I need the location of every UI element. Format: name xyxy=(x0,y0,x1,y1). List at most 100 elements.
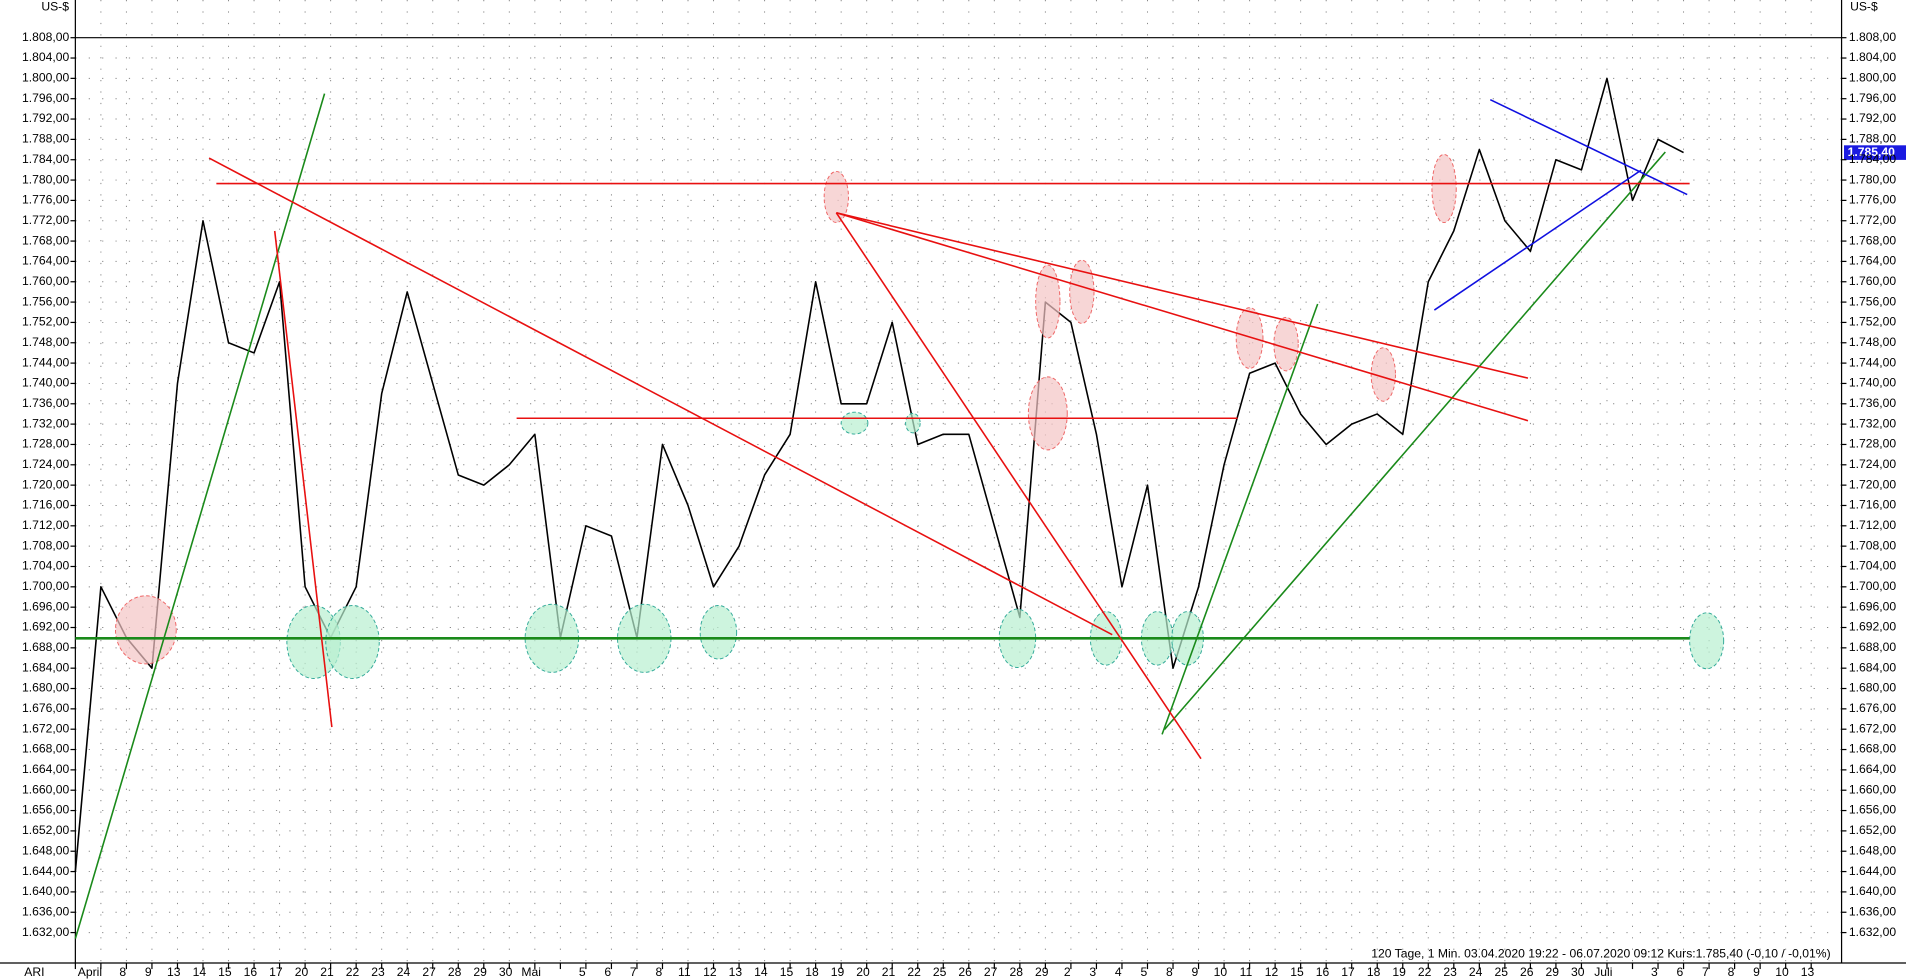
instrument: ARI xyxy=(24,965,44,979)
x-tick-label: 30 xyxy=(1571,965,1585,979)
y-tick-label-right: 1.800,00 xyxy=(1849,71,1897,85)
y-tick-label: 1.672,00 xyxy=(22,721,70,735)
x-tick-label: 16 xyxy=(1316,965,1330,979)
x-tick-label: 5 xyxy=(1140,965,1147,979)
x-tick-label: 13 xyxy=(729,965,743,979)
y-tick-label-right: 1.652,00 xyxy=(1849,823,1897,837)
zone xyxy=(1431,153,1457,223)
y-tick-label: 1.792,00 xyxy=(22,111,70,125)
x-tick-label: 11 xyxy=(678,965,691,979)
y-tick-label-right: 1.676,00 xyxy=(1849,701,1897,715)
x-tick-label: 3 xyxy=(1089,965,1096,979)
y-tick-label: 1.680,00 xyxy=(22,681,70,695)
x-tick-label: 8 xyxy=(655,965,662,979)
y-tick-label-right: 1.688,00 xyxy=(1849,640,1897,654)
y-tick-label-right: 1.756,00 xyxy=(1849,294,1897,308)
y-tick-label-right: 1.732,00 xyxy=(1849,416,1897,430)
y-tick-label: 1.744,00 xyxy=(22,355,70,369)
zone xyxy=(905,412,921,434)
x-tick-label: 12 xyxy=(1265,965,1279,979)
x-tick-label: 18 xyxy=(805,965,819,979)
y-tick-label: 1.800,00 xyxy=(22,71,70,85)
y-tick-label: 1.708,00 xyxy=(22,538,70,552)
y-tick-label: 1.704,00 xyxy=(22,559,70,573)
y-tick-label-right: 1.760,00 xyxy=(1849,274,1897,288)
zone xyxy=(1027,376,1068,451)
x-tick-label: 19 xyxy=(831,965,845,979)
y-tick-label: 1.804,00 xyxy=(22,50,70,64)
trendline xyxy=(1489,98,1688,196)
x-tick-label: 15 xyxy=(218,965,232,979)
blue-triangle xyxy=(1433,98,1688,311)
x-tick-label: 21 xyxy=(320,965,334,979)
support-zones xyxy=(286,411,1725,679)
y-tick-label-right: 1.712,00 xyxy=(1849,518,1897,532)
y-tick-label-right: 1.648,00 xyxy=(1849,843,1897,857)
zone xyxy=(1035,264,1061,339)
y-tick-label-right: 1.784,00 xyxy=(1849,152,1897,166)
y-tick-label: 1.780,00 xyxy=(22,172,70,186)
zone xyxy=(325,605,380,679)
x-tick-label: Mai xyxy=(521,965,541,979)
y-tick-label: 1.712,00 xyxy=(22,518,70,532)
y-tick-label: 1.796,00 xyxy=(22,91,70,105)
x-tick-label: 10 xyxy=(1214,965,1228,979)
y-tick-label: 1.688,00 xyxy=(22,640,70,654)
x-tick-label: 22 xyxy=(346,965,360,979)
y-tick-label-right: 1.636,00 xyxy=(1849,904,1897,918)
y-tick-label-right: 1.780,00 xyxy=(1849,172,1897,186)
zone xyxy=(1235,307,1264,369)
x-tick-label: 30 xyxy=(499,965,513,979)
x-tick-label: 13 xyxy=(167,965,181,979)
x-tick-label: 26 xyxy=(958,965,972,979)
x-tick-label: 21 xyxy=(882,965,896,979)
y-tick-label-right: 1.708,00 xyxy=(1849,538,1897,552)
x-tick-label: 9 xyxy=(1192,965,1199,979)
y-tick-label: 1.696,00 xyxy=(22,599,70,613)
x-tick-label: 27 xyxy=(984,965,998,979)
zone xyxy=(1069,259,1095,324)
x-tick-label: 18 xyxy=(1367,965,1381,979)
grid xyxy=(75,0,1842,963)
green-trendlines xyxy=(74,93,1690,939)
y-tick-label-right: 1.664,00 xyxy=(1849,762,1897,776)
zone xyxy=(1273,316,1299,372)
trendline xyxy=(836,212,1529,422)
y-tick-label: 1.728,00 xyxy=(22,437,70,451)
y-tick-label: 1.656,00 xyxy=(22,803,70,817)
y-tick-label: 1.772,00 xyxy=(22,213,70,227)
y-tick-label-right: 1.720,00 xyxy=(1849,477,1897,491)
x-tick-label: 15 xyxy=(1290,965,1304,979)
y-tick-label-right: 1.660,00 xyxy=(1849,782,1897,796)
x-tick-label: 9 xyxy=(145,965,152,979)
x-tick-label: 24 xyxy=(397,965,411,979)
footer: 120 Tage, 1 Min. 03.04.2020 19:22 - 06.0… xyxy=(1371,947,1830,961)
x-tick-label: Juli xyxy=(1594,965,1612,979)
y-tick-label-right: 1.748,00 xyxy=(1849,335,1897,349)
trendline xyxy=(1161,303,1319,735)
y-tick-label-right: 1.668,00 xyxy=(1849,742,1897,756)
x-tick-label: 11 xyxy=(1240,965,1253,979)
x-tick-label: 12 xyxy=(703,965,717,979)
x-tick-label: 28 xyxy=(1009,965,1023,979)
y-tick-label-right: 1.772,00 xyxy=(1849,213,1897,227)
x-tick-label: 26 xyxy=(1520,965,1534,979)
y-tick-label: 1.660,00 xyxy=(22,782,70,796)
y-tick-label: 1.644,00 xyxy=(22,864,70,878)
x-tick-label: 27 xyxy=(422,965,436,979)
y-tick-label-right: 1.736,00 xyxy=(1849,396,1897,410)
y-tick-label: 1.808,00 xyxy=(22,30,70,44)
price-box xyxy=(1844,145,1906,160)
y-tick-label-right: 1.640,00 xyxy=(1849,884,1897,898)
x-tick-label: 22 xyxy=(907,965,921,979)
trendline xyxy=(1433,169,1642,311)
y-tick-label-right: 1.644,00 xyxy=(1849,864,1897,878)
x-tick-label: 14 xyxy=(193,965,207,979)
y-tick-label-right: 1.684,00 xyxy=(1849,660,1897,674)
x-tick-label: 9 xyxy=(1753,965,1760,979)
x-tick-label: 14 xyxy=(754,965,768,979)
y-axis-label-right: US-$ xyxy=(1850,0,1878,13)
